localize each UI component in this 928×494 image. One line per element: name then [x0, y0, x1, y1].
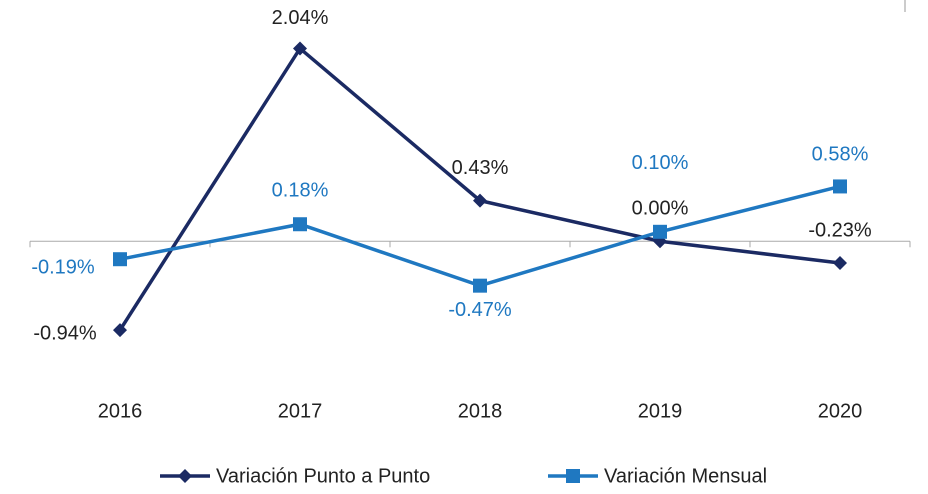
x-tick-label: 2018 — [458, 400, 503, 422]
data-label: -0.23% — [808, 219, 872, 241]
data-label: 0.58% — [812, 144, 869, 166]
legend-label: Variación Mensual — [604, 465, 767, 487]
data-label: 2.04% — [272, 7, 329, 29]
data-label: -0.94% — [33, 322, 97, 344]
x-tick-label: 2016 — [98, 400, 143, 422]
data-label: 0.00% — [632, 198, 689, 220]
x-tick-label: 2020 — [818, 400, 863, 422]
legend-marker — [178, 469, 192, 483]
x-tick-label: 2019 — [638, 400, 683, 422]
point — [113, 252, 127, 267]
point — [473, 193, 487, 208]
data-label: -0.19% — [31, 256, 95, 278]
data-label: 0.10% — [632, 152, 689, 174]
x-tick-label: 2017 — [278, 400, 323, 422]
point — [833, 179, 847, 194]
data-label: 0.43% — [452, 157, 509, 179]
point — [293, 41, 307, 56]
data-label: -0.47% — [448, 299, 512, 321]
data-label: 0.18% — [272, 180, 329, 202]
legend-marker — [566, 469, 580, 483]
point — [473, 278, 487, 293]
point — [653, 224, 667, 239]
legend-label: Variación Punto a Punto — [216, 465, 430, 487]
point — [113, 323, 127, 338]
point — [293, 217, 307, 232]
point — [833, 255, 847, 270]
